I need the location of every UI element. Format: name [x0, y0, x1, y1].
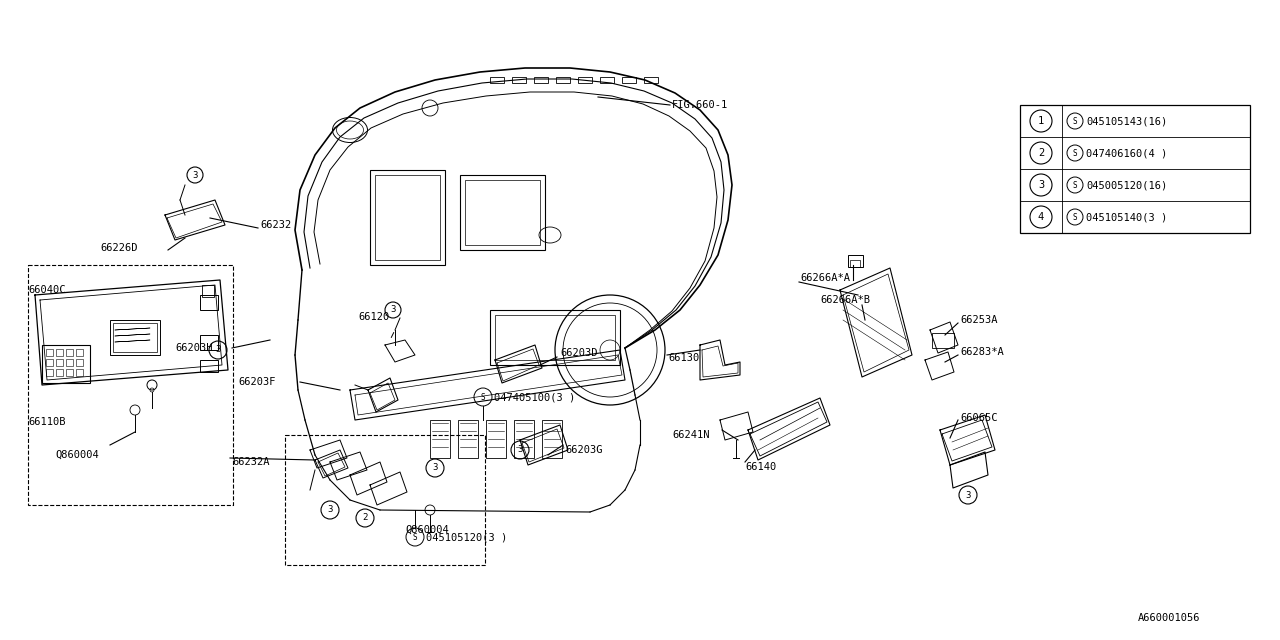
Bar	[110, 320, 160, 355]
Bar	[285, 435, 485, 565]
Text: FIG.660-1: FIG.660-1	[672, 100, 728, 110]
Bar	[76, 359, 83, 366]
Text: A660001056: A660001056	[1138, 613, 1201, 623]
Bar	[200, 295, 218, 310]
Bar	[458, 420, 477, 458]
Bar	[56, 369, 63, 376]
Bar	[46, 359, 52, 366]
Text: 66110B: 66110B	[28, 417, 65, 427]
Bar	[375, 175, 440, 260]
Text: S: S	[481, 392, 485, 401]
Bar	[113, 323, 157, 352]
Bar	[512, 77, 526, 83]
Text: Q860004: Q860004	[404, 525, 449, 535]
Bar	[932, 333, 954, 348]
Text: 66226D: 66226D	[100, 243, 137, 253]
Bar	[534, 77, 548, 83]
Text: 3: 3	[192, 170, 197, 179]
Text: 4: 4	[1038, 212, 1044, 222]
Text: 66130: 66130	[668, 353, 699, 363]
Bar	[67, 349, 73, 356]
Text: 047406160(4 ): 047406160(4 )	[1085, 148, 1167, 158]
Bar	[515, 420, 534, 458]
Bar	[465, 180, 540, 245]
Text: 66232A: 66232A	[232, 457, 270, 467]
Text: 045005120(16): 045005120(16)	[1085, 180, 1167, 190]
Bar	[622, 77, 636, 83]
Bar	[56, 359, 63, 366]
Bar	[76, 349, 83, 356]
Bar	[202, 285, 214, 297]
Bar	[56, 349, 63, 356]
Text: S: S	[1073, 116, 1078, 125]
Bar	[490, 77, 504, 83]
Text: 66266A*B: 66266A*B	[820, 295, 870, 305]
Text: 2: 2	[362, 513, 367, 522]
Text: 3: 3	[215, 346, 220, 355]
Text: S: S	[1073, 148, 1078, 157]
Text: 66140: 66140	[745, 462, 776, 472]
Text: 66203H: 66203H	[175, 343, 212, 353]
Text: 3: 3	[965, 490, 970, 499]
Bar	[46, 349, 52, 356]
Text: 3: 3	[433, 463, 438, 472]
Text: 66253A: 66253A	[960, 315, 997, 325]
Text: 66120: 66120	[358, 312, 389, 322]
Text: 3: 3	[390, 305, 396, 314]
Text: 045105140(3 ): 045105140(3 )	[1085, 212, 1167, 222]
Bar	[495, 315, 614, 360]
Bar	[200, 335, 218, 350]
Text: 047405100(3 ): 047405100(3 )	[494, 392, 575, 402]
Text: 045105143(16): 045105143(16)	[1085, 116, 1167, 126]
Text: 66283*A: 66283*A	[960, 347, 1004, 357]
Text: 3: 3	[517, 445, 522, 454]
Text: 66203D: 66203D	[561, 348, 598, 358]
Bar	[850, 260, 860, 267]
Text: 66266A*A: 66266A*A	[800, 273, 850, 283]
Text: 66241N: 66241N	[672, 430, 709, 440]
Bar	[42, 345, 90, 383]
Text: 045105120(3 ): 045105120(3 )	[426, 532, 507, 542]
Text: S: S	[1073, 180, 1078, 189]
Text: 66203F: 66203F	[238, 377, 275, 387]
Bar	[430, 420, 451, 458]
Bar	[370, 170, 445, 265]
Text: 66232: 66232	[260, 220, 292, 230]
Bar	[200, 360, 218, 372]
Bar	[644, 77, 658, 83]
Text: S: S	[412, 532, 417, 541]
Bar	[490, 310, 620, 365]
Text: S: S	[1073, 212, 1078, 221]
Bar	[67, 359, 73, 366]
Text: 66040C: 66040C	[28, 285, 65, 295]
Bar	[541, 420, 562, 458]
Bar	[556, 77, 570, 83]
Bar	[67, 369, 73, 376]
Text: 3: 3	[328, 506, 333, 515]
Bar	[486, 420, 506, 458]
Bar	[1020, 105, 1251, 233]
Text: 1: 1	[1038, 116, 1044, 126]
Bar	[849, 255, 863, 267]
Text: 66065C: 66065C	[960, 413, 997, 423]
Bar	[579, 77, 591, 83]
Text: Q860004: Q860004	[55, 450, 99, 460]
Text: 2: 2	[1038, 148, 1044, 158]
Bar	[600, 77, 614, 83]
Text: 3: 3	[1038, 180, 1044, 190]
Text: 66203G: 66203G	[564, 445, 603, 455]
Bar	[76, 369, 83, 376]
Bar	[28, 265, 233, 505]
Bar	[46, 369, 52, 376]
Bar	[460, 175, 545, 250]
